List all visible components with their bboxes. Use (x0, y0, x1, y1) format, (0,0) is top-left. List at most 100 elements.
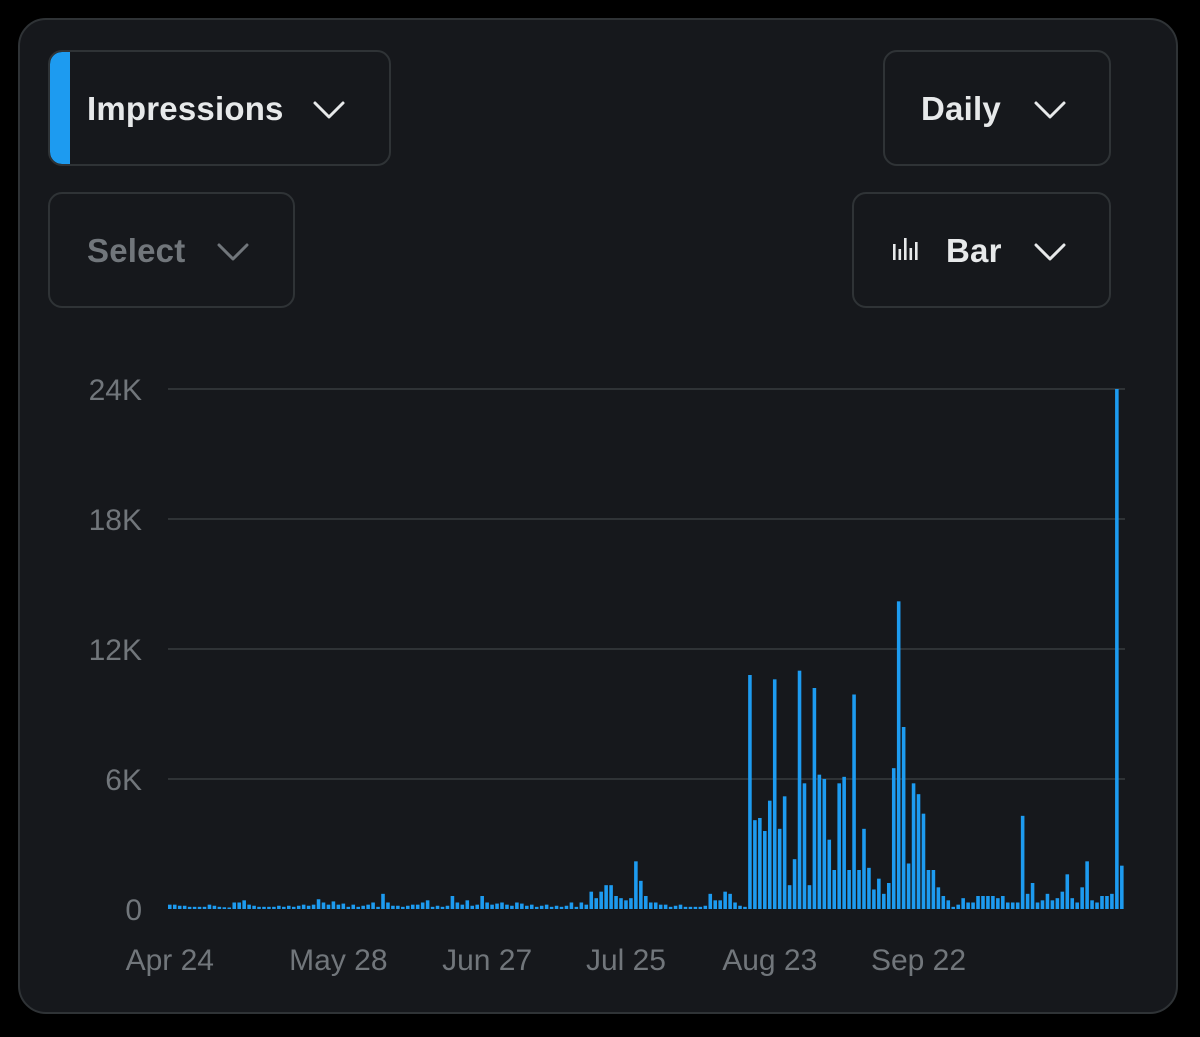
bar[interactable] (336, 904, 341, 909)
bar[interactable] (886, 883, 891, 909)
bar[interactable] (792, 859, 797, 909)
bar[interactable] (242, 900, 246, 909)
bar[interactable] (971, 902, 975, 910)
bar[interactable] (291, 906, 296, 909)
bar[interactable] (316, 899, 321, 909)
bar[interactable] (812, 688, 817, 909)
bar[interactable] (331, 901, 336, 909)
bar[interactable] (1035, 902, 1040, 910)
bar[interactable] (401, 906, 405, 909)
bar[interactable] (728, 893, 732, 909)
bar[interactable] (981, 896, 985, 909)
bar[interactable] (872, 889, 876, 910)
bar[interactable] (376, 906, 380, 909)
bar[interactable] (197, 906, 202, 909)
bar[interactable] (748, 675, 752, 909)
bar[interactable] (896, 601, 901, 909)
bar[interactable] (688, 906, 693, 909)
bar[interactable] (986, 896, 990, 909)
bar[interactable] (991, 896, 995, 909)
bar[interactable] (1050, 900, 1055, 909)
bar[interactable] (311, 904, 316, 909)
bar[interactable] (718, 900, 722, 909)
bar[interactable] (594, 898, 599, 909)
bar[interactable] (807, 885, 812, 909)
bar[interactable] (673, 905, 678, 909)
bar[interactable] (505, 904, 509, 909)
bar[interactable] (961, 898, 965, 909)
bar[interactable] (862, 828, 866, 909)
bar[interactable] (1025, 893, 1030, 909)
bar[interactable] (470, 905, 475, 909)
chart-type-dropdown[interactable]: Bar (852, 192, 1111, 308)
bar[interactable] (1070, 898, 1075, 909)
bar[interactable] (956, 904, 960, 909)
bar[interactable] (653, 902, 658, 910)
bar[interactable] (584, 904, 589, 909)
bar[interactable] (187, 906, 192, 909)
bar[interactable] (415, 904, 420, 909)
bar[interactable] (554, 905, 559, 909)
bar[interactable] (916, 794, 921, 909)
bar[interactable] (420, 902, 425, 910)
bar[interactable] (485, 902, 489, 910)
bar[interactable] (639, 880, 643, 909)
bar[interactable] (723, 891, 727, 909)
bar[interactable] (901, 727, 906, 909)
bar[interactable] (624, 900, 628, 909)
bar[interactable] (827, 839, 832, 909)
bar[interactable] (386, 902, 390, 910)
bar[interactable] (1075, 902, 1079, 910)
bar[interactable] (490, 904, 494, 909)
bar[interactable] (693, 906, 698, 909)
bar[interactable] (574, 906, 579, 909)
bar[interactable] (951, 906, 956, 909)
bar[interactable] (1001, 896, 1005, 909)
bar[interactable] (495, 903, 499, 909)
bar[interactable] (1110, 893, 1114, 909)
bar[interactable] (1085, 861, 1089, 909)
bar[interactable] (738, 905, 742, 909)
bar[interactable] (168, 904, 172, 909)
bar[interactable] (182, 905, 187, 909)
bar[interactable] (842, 776, 846, 909)
bar[interactable] (306, 905, 311, 909)
bar[interactable] (966, 902, 970, 910)
bar[interactable] (217, 906, 222, 909)
bar[interactable] (549, 906, 554, 909)
bar[interactable] (202, 906, 207, 909)
bar[interactable] (445, 905, 450, 909)
bar[interactable] (941, 896, 946, 909)
bar[interactable] (658, 904, 663, 909)
bar[interactable] (326, 904, 331, 909)
bar[interactable] (882, 893, 886, 909)
bar[interactable] (1010, 902, 1015, 910)
bar[interactable] (931, 870, 936, 909)
bar[interactable] (480, 896, 484, 909)
bar[interactable] (237, 902, 241, 910)
bar[interactable] (1015, 902, 1020, 910)
bar[interactable] (192, 906, 197, 909)
bar[interactable] (1120, 865, 1124, 909)
bar[interactable] (227, 907, 232, 910)
bar[interactable] (247, 904, 251, 909)
bar[interactable] (455, 902, 460, 910)
bar[interactable] (559, 906, 564, 909)
bar[interactable] (232, 902, 237, 910)
bar[interactable] (822, 779, 827, 909)
bar[interactable] (733, 902, 737, 910)
period-dropdown[interactable]: Daily (883, 50, 1111, 166)
bar[interactable] (772, 679, 777, 909)
bar[interactable] (604, 885, 608, 909)
bar[interactable] (525, 905, 529, 909)
bar[interactable] (475, 904, 479, 909)
bar[interactable] (301, 904, 306, 909)
bar[interactable] (430, 906, 435, 909)
bar[interactable] (351, 904, 356, 909)
bar[interactable] (753, 820, 757, 909)
bar[interactable] (1095, 902, 1099, 910)
bar[interactable] (1020, 815, 1025, 909)
bar[interactable] (252, 905, 256, 909)
bar[interactable] (976, 896, 980, 909)
bar[interactable] (891, 768, 896, 909)
